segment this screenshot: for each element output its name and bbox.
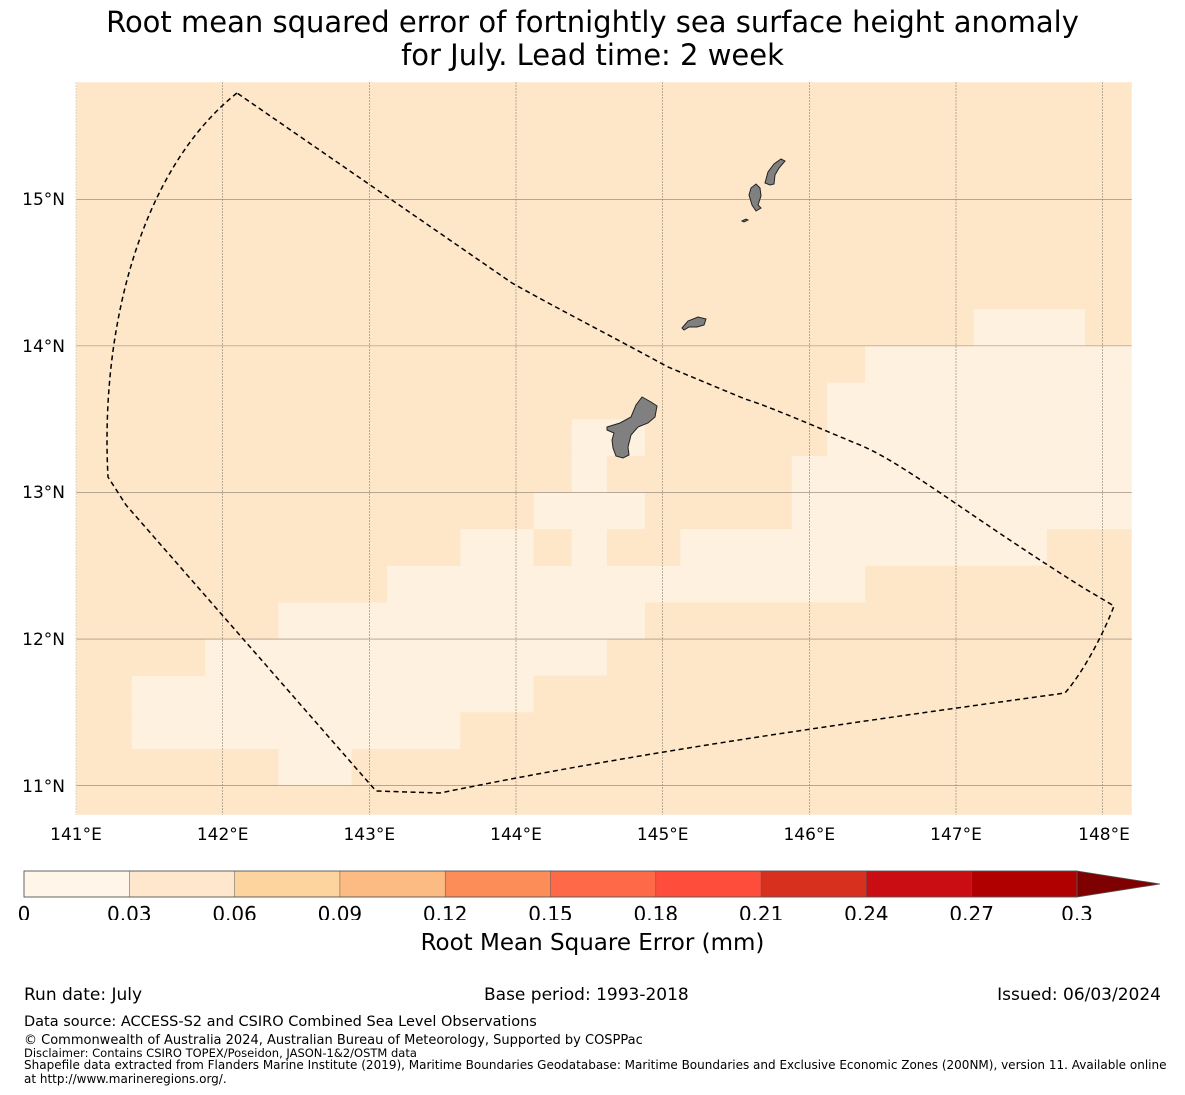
error-cell-8 xyxy=(131,675,534,713)
base-period: Base period: 1993-2018 xyxy=(484,985,689,1005)
error-cell-2 xyxy=(533,492,646,530)
error-cell-1 xyxy=(571,455,607,493)
colorbar-swatch-3 xyxy=(339,870,446,898)
colorbar-swatches xyxy=(23,870,1078,898)
lon-tick-146e: 146°E xyxy=(783,825,835,845)
map-title-line-1: Root mean squared error of fortnightly s… xyxy=(106,5,1079,39)
colorbar-swatch-4 xyxy=(444,870,552,898)
lat-tick-11n: 11°N xyxy=(22,777,65,797)
rota-island xyxy=(681,316,707,331)
colorbar-tick-labels: 0 0.03 0.06 0.09 0.12 0.15 0.18 0.21 0.24 0.27 0.3 xyxy=(18,902,1093,920)
issued-date: Issued: 06/03/2024 xyxy=(997,985,1161,1005)
colorbar-swatch-6 xyxy=(655,870,762,898)
tinian-island xyxy=(748,183,762,212)
colorbar-swatch-0 xyxy=(23,870,131,898)
colorbar-swatch-7 xyxy=(760,870,868,898)
error-cell-14 xyxy=(826,382,1132,456)
lon-tick-142e: 142°E xyxy=(197,825,249,845)
map-area xyxy=(75,81,1133,816)
data-source: Data source: ACCESS-S2 and CSIRO Combine… xyxy=(24,1014,537,1030)
saipan-island xyxy=(764,158,786,186)
lat-tick-14n: 14°N xyxy=(22,337,65,357)
colorbar-tick-label: 0.27 xyxy=(949,902,994,920)
error-cell-9 xyxy=(131,712,461,750)
colorbar-tick-label: 0.24 xyxy=(844,902,889,920)
lon-tick-141e: 141°E xyxy=(50,825,102,845)
error-cell-12 xyxy=(680,529,1047,566)
colorbar-tick-label: 0.03 xyxy=(107,902,152,920)
error-cell-6 xyxy=(278,602,646,640)
error-cell-7 xyxy=(205,639,607,676)
map-figure: 15°N 14°N 13°N 12°N 11°N 141°E 142°E 143… xyxy=(18,81,1161,920)
colorbar-swatch-8 xyxy=(866,870,973,898)
copyright-notice: © Commonwealth of Australia 2024, Austra… xyxy=(24,1033,643,1048)
error-cell-3 xyxy=(460,529,534,566)
lon-tick-148e: 148°E xyxy=(1078,825,1130,845)
disclaimer: Disclaimer: Contains CSIRO TOPEX/Poseido… xyxy=(24,1046,417,1060)
colorbar-tick-label: 0.12 xyxy=(423,902,468,920)
colorbar-swatch-1 xyxy=(129,870,236,898)
map-title-line-2: for July. Lead time: 2 week xyxy=(401,38,784,72)
colorbar-swatch-2 xyxy=(234,870,341,898)
run-date: Run date: July xyxy=(24,985,143,1005)
colorbar-tick-label: 0 xyxy=(18,902,31,920)
lon-tick-147e: 147°E xyxy=(930,825,982,845)
colorbar-extend-arrow xyxy=(1076,870,1161,898)
error-cell-15 xyxy=(865,345,1132,383)
colorbar-swatch-9 xyxy=(971,870,1078,898)
colorbar-label: Root Mean Square Error (mm) xyxy=(420,930,765,956)
lon-tick-144e: 144°E xyxy=(490,825,542,845)
error-cell-5 xyxy=(386,565,866,603)
lon-tick-143e: 143°E xyxy=(343,825,395,845)
land-layer xyxy=(606,158,786,459)
map-frame xyxy=(75,81,1133,816)
colorbar-tick-label: 0.18 xyxy=(634,902,679,920)
colorbar-tick-label: 0.15 xyxy=(528,902,573,920)
colorbar-outline xyxy=(23,870,1078,898)
latitude-tick-labels: 15°N 14°N 13°N 12°N 11°N xyxy=(22,190,65,797)
longitude-tick-labels: 141°E 142°E 143°E 144°E 145°E 146°E 147°… xyxy=(50,825,1130,845)
lon-tick-145e: 145°E xyxy=(637,825,689,845)
colorbar-tick-label: 0.21 xyxy=(739,902,784,920)
colorbar-tick-label: 0.06 xyxy=(212,902,257,920)
colorbar-tick-label: 0.09 xyxy=(318,902,363,920)
colorbar-tick-label: 0.3 xyxy=(1061,902,1093,920)
error-cell-16 xyxy=(973,309,1086,346)
aguijan-island xyxy=(740,218,750,223)
colorbar-swatch-5 xyxy=(550,870,657,898)
shapefile-credit: Shapefile data extracted from Flanders M… xyxy=(24,1058,1167,1086)
error-cell-11 xyxy=(571,529,607,566)
lat-tick-15n: 15°N xyxy=(22,190,65,210)
guam-island xyxy=(606,396,658,459)
lat-tick-13n: 13°N xyxy=(22,483,65,503)
eez-boundary-line xyxy=(106,92,1115,794)
lat-tick-12n: 12°N xyxy=(22,630,65,650)
error-cell-10 xyxy=(278,749,352,786)
colorbar: 0 0.03 0.06 0.09 0.12 0.15 0.18 0.21 0.24 0.27 0.3 xyxy=(18,870,1161,920)
